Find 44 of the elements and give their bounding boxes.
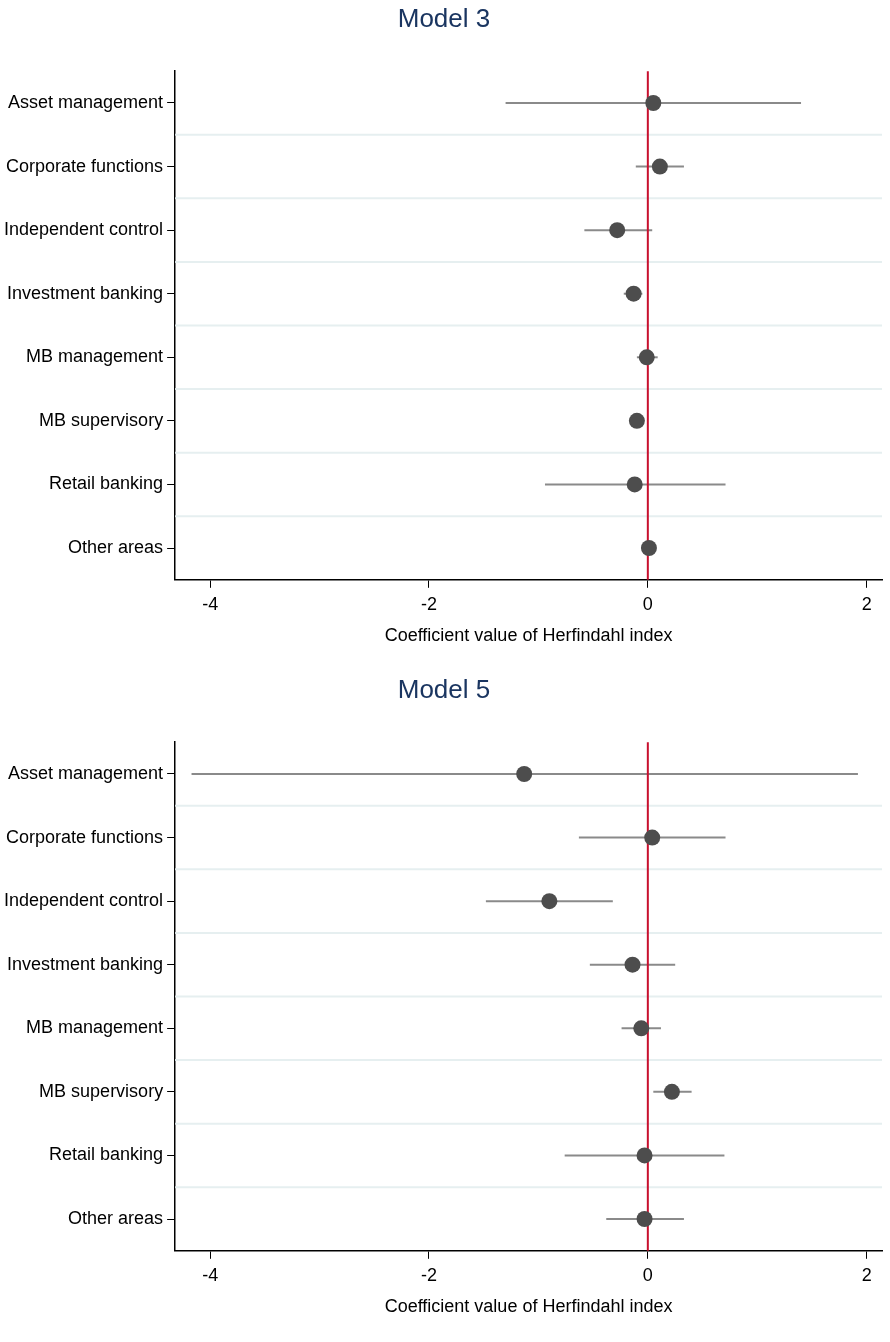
x-tick-label: 0 bbox=[642, 593, 653, 614]
x-tick-label: -2 bbox=[420, 1264, 437, 1285]
point bbox=[625, 285, 642, 302]
point bbox=[638, 349, 655, 366]
point bbox=[628, 412, 645, 429]
y-tick-label: Asset management bbox=[8, 762, 164, 783]
x-tick-label: -4 bbox=[202, 1264, 219, 1285]
y-tick-label: Independent control bbox=[3, 219, 164, 240]
point bbox=[645, 94, 662, 111]
y-tick-label: Asset management bbox=[8, 91, 164, 112]
y-tick-label: MB supervisory bbox=[39, 1080, 164, 1101]
y-tick-label: Other areas bbox=[68, 536, 164, 557]
point bbox=[516, 765, 533, 782]
y-tick-label: MB supervisory bbox=[39, 409, 164, 430]
point bbox=[633, 1020, 650, 1037]
x-axis-title: Coefficient value of Herfindahl index bbox=[384, 625, 673, 646]
point bbox=[636, 1211, 653, 1228]
y-tick-label: MB management bbox=[26, 346, 164, 367]
y-tick-label: MB management bbox=[26, 1017, 164, 1038]
point bbox=[541, 893, 558, 910]
y-tick-label: Retail banking bbox=[49, 1144, 164, 1165]
y-tick-label: Retail banking bbox=[49, 473, 164, 494]
chart-title: Model 5 bbox=[397, 673, 491, 704]
y-tick-label: Independent control bbox=[3, 890, 164, 911]
x-tick-label: 2 bbox=[861, 593, 872, 614]
chart-title: Model 3 bbox=[397, 2, 491, 33]
point bbox=[636, 1147, 653, 1164]
x-tick-label: 2 bbox=[861, 1264, 872, 1285]
point bbox=[609, 222, 626, 239]
x-tick-label: -4 bbox=[202, 593, 219, 614]
point bbox=[624, 956, 641, 973]
y-tick-label: Other areas bbox=[68, 1207, 164, 1228]
y-tick-label: Investment banking bbox=[7, 953, 164, 974]
y-tick-label: Corporate functions bbox=[6, 826, 164, 847]
point bbox=[640, 540, 657, 557]
y-tick-label: Corporate functions bbox=[6, 155, 164, 176]
point bbox=[626, 476, 643, 493]
x-axis-title: Coefficient value of Herfindahl index bbox=[384, 1296, 673, 1317]
point bbox=[663, 1083, 680, 1100]
point bbox=[651, 158, 668, 175]
x-tick-label: -2 bbox=[420, 593, 437, 614]
y-tick-label: Investment banking bbox=[7, 282, 164, 303]
point bbox=[644, 829, 661, 846]
x-tick-label: 0 bbox=[642, 1264, 653, 1285]
